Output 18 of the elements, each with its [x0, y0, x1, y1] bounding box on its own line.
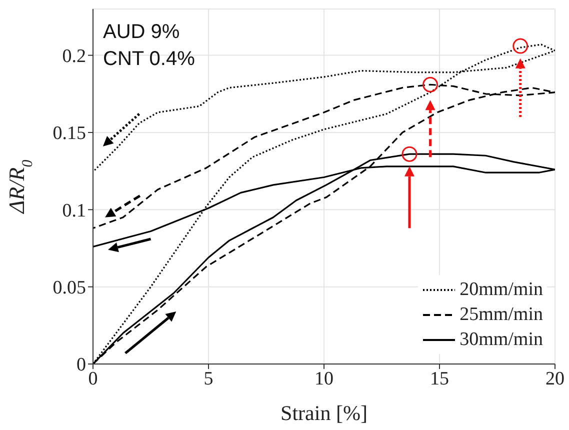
legend-label: 25mm/min	[460, 304, 543, 326]
y-tick-label: 0.2	[62, 46, 86, 68]
legend-label: 30mm/min	[460, 328, 543, 350]
x-tick-label: 15	[430, 368, 449, 390]
x-tick-label: 10	[314, 368, 334, 390]
annotation: AUD 9%	[103, 20, 181, 45]
point	[402, 146, 418, 162]
point	[512, 38, 528, 54]
y-tick-label: 0.05	[52, 278, 86, 299]
x-axis-title: Strain [%]	[280, 401, 368, 425]
y-tick-label: 0.1	[62, 200, 86, 222]
x-tick-label: 5	[204, 368, 214, 390]
point	[422, 76, 438, 92]
annotation: CNT 0.4%	[103, 47, 195, 72]
legend-label: 20mm/min	[460, 278, 543, 300]
y-tick-label: 0	[76, 354, 86, 376]
y-tick-label: 0.15	[52, 123, 86, 144]
x-tick-label: 20	[546, 368, 564, 390]
